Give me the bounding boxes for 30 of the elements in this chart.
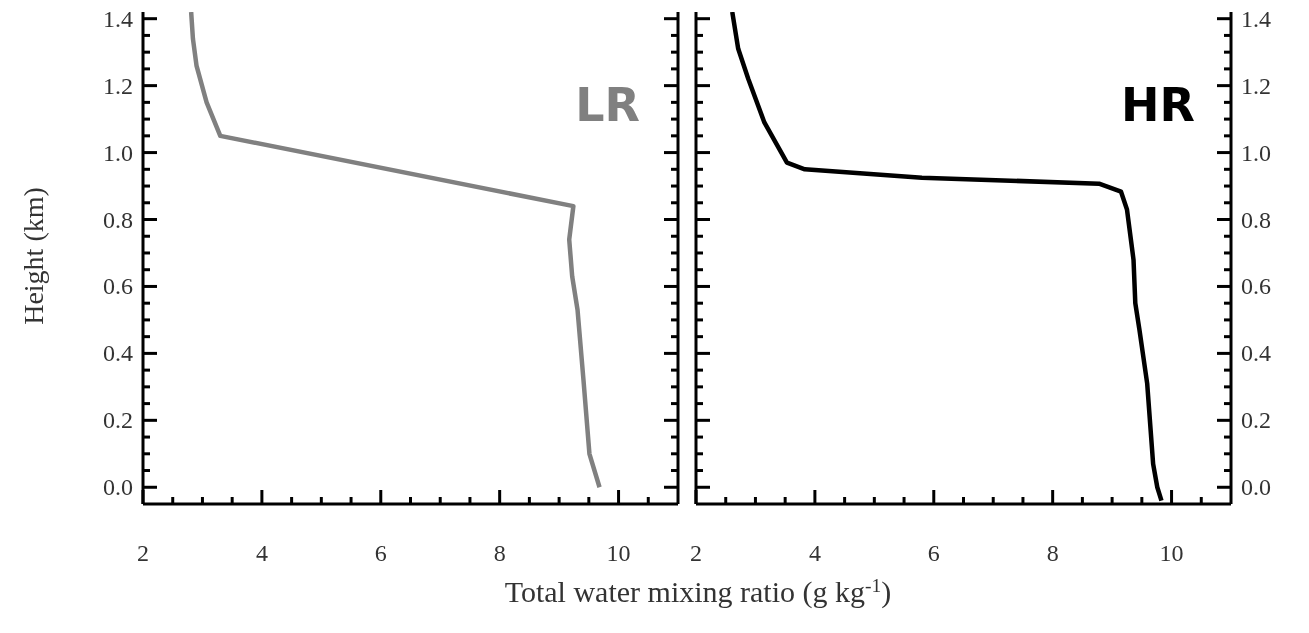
- x-tick-label: 2: [690, 540, 702, 566]
- y-tick-label: 0.4: [1241, 340, 1271, 367]
- y-tick-label: 1.2: [103, 72, 133, 99]
- y-tick-label: 1.0: [1241, 139, 1271, 166]
- y-tick-label: 1.2: [1241, 72, 1271, 99]
- y-tick-label: 0.0: [1241, 474, 1271, 501]
- y-tick-label: 0.8: [1241, 206, 1271, 233]
- x-tick-label: 2: [137, 540, 149, 566]
- y-tick-label: 0.2: [103, 407, 133, 434]
- y-tick-label: 0.0: [103, 474, 133, 501]
- y-tick-label: 0.6: [103, 273, 133, 300]
- y-tick-label: 0.8: [103, 206, 133, 233]
- x-tick-label: 4: [808, 540, 821, 566]
- y-tick-label: 1.0: [103, 139, 133, 166]
- x-tick-label: 4: [255, 540, 268, 566]
- x-tick-label: 10: [1159, 540, 1184, 566]
- y-tick-label: 0.4: [103, 340, 133, 367]
- x-tick-label: 6: [374, 540, 387, 566]
- x-axis-title: Total water mixing ratio (g kg$^{-1}$): [504, 574, 892, 609]
- x-tick-label: 8: [493, 540, 506, 566]
- annotation: HR: [1121, 78, 1195, 132]
- y-tick-label: 1.4: [1241, 5, 1271, 32]
- y-tick-label: 0.6: [1241, 273, 1271, 300]
- x-tick-label: 8: [1046, 540, 1059, 566]
- y-tick-label: 1.4: [103, 5, 133, 32]
- x-tick-label: 10: [606, 540, 631, 566]
- x-tick-label: 6: [927, 540, 940, 566]
- annotation: LR: [575, 78, 640, 132]
- y-tick-label: 0.2: [1241, 407, 1271, 434]
- y-axis-title: Height (km): [18, 187, 50, 325]
